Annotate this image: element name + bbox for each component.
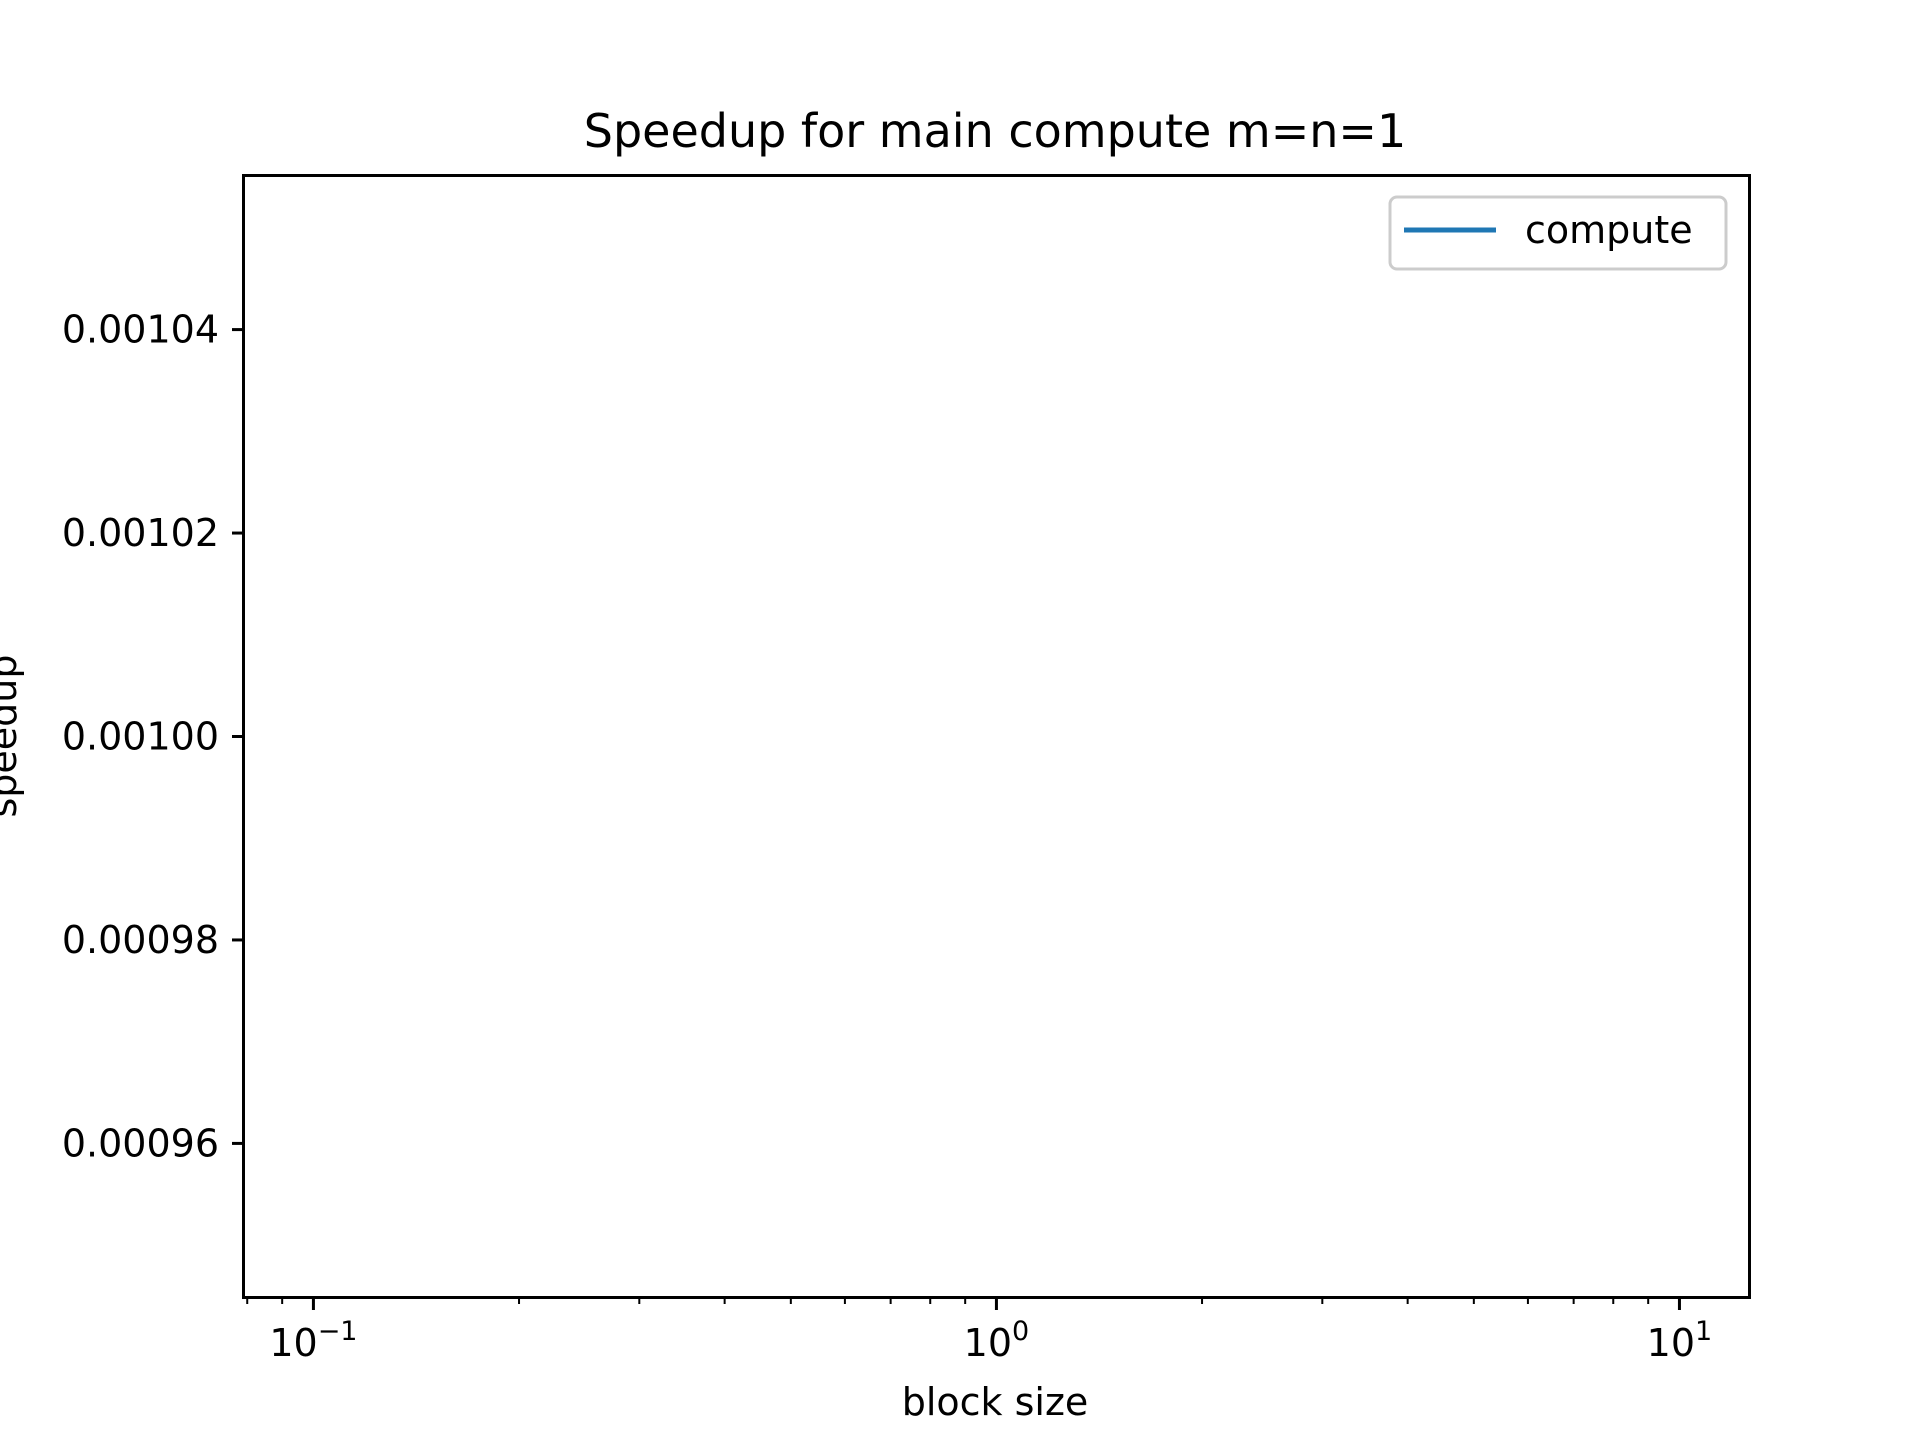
x-tick-label: 10−1	[269, 1316, 357, 1365]
y-tick-label: 0.00096	[62, 1121, 219, 1165]
y-tick-label: 0.00104	[62, 308, 219, 352]
x-tick-label: 100	[964, 1316, 1030, 1365]
y-tick-label: 0.00100	[62, 715, 219, 759]
legend-label-compute: compute	[1525, 208, 1693, 252]
legend: compute	[1388, 195, 1728, 271]
x-axis-label: block size	[902, 1380, 1089, 1424]
plot-frame	[242, 174, 1751, 1299]
x-axis-ticks: 10−1 100 101	[269, 1296, 1712, 1365]
x-tick-label: 101	[1647, 1316, 1713, 1365]
y-axis-label: speedup	[0, 654, 25, 817]
chart-title: Speedup for main compute m=n=1	[584, 104, 1406, 158]
y-tick-label: 0.00098	[62, 918, 219, 962]
y-tick-label: 0.00102	[62, 511, 219, 555]
y-axis-ticks: 0.00096 0.00098 0.00100 0.00102 0.00104	[62, 308, 245, 1165]
legend-box	[1388, 195, 1728, 271]
